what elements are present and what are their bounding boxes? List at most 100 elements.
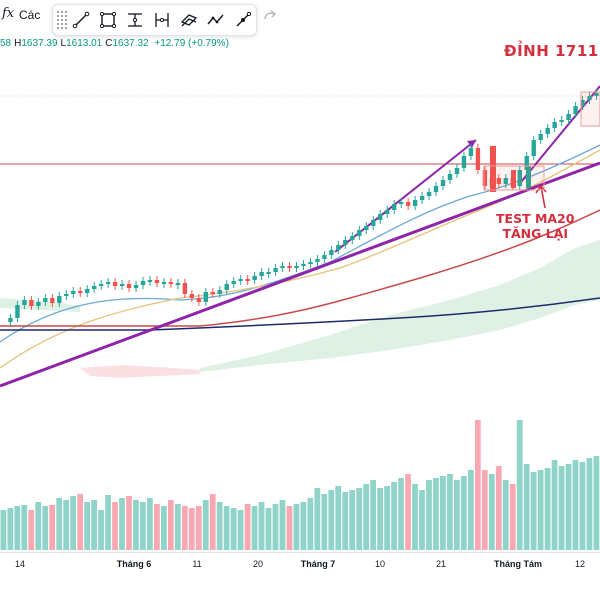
volume-bar (28, 510, 35, 550)
volume-bar (140, 502, 146, 550)
volume-bar (237, 510, 244, 550)
candle-body (36, 302, 41, 306)
candle-body (280, 266, 285, 268)
volume-bar (112, 502, 118, 550)
volume-bar (265, 508, 272, 550)
candle-body (15, 305, 20, 318)
candle-body (371, 220, 376, 226)
candle-body (203, 292, 209, 302)
top-bar: fx Các (0, 0, 290, 36)
volume-bar (153, 504, 160, 550)
candle-body (64, 294, 69, 296)
fx-icon[interactable]: fx (2, 6, 15, 21)
candle-body (419, 196, 425, 200)
path-icon[interactable] (202, 6, 229, 34)
open-value: 58 (0, 38, 12, 49)
time-tick-label: Tháng Tám (493, 559, 543, 569)
volume-bar (377, 488, 384, 550)
candle-body (182, 283, 188, 294)
volume-bar (495, 466, 502, 550)
candle-body (454, 168, 460, 174)
candle-body (538, 134, 543, 140)
test-ma20-annotation: TEST MA20 TĂNG LẠI (496, 211, 574, 241)
volume-bar (307, 498, 314, 550)
candle-body (468, 148, 474, 156)
rectangle-icon[interactable] (94, 6, 121, 34)
volume-bar (84, 502, 90, 550)
close-key: C (105, 38, 113, 49)
brush-icon[interactable] (175, 6, 202, 34)
candle-body (526, 166, 531, 188)
fib-retracement-icon[interactable] (121, 6, 148, 34)
candles (8, 89, 599, 326)
volume-bar (558, 466, 565, 550)
candle-body (594, 93, 599, 96)
candle-body (378, 214, 383, 220)
volume-bar (56, 498, 63, 550)
candle-body (587, 96, 592, 100)
candle-body (308, 262, 313, 264)
candle-body (475, 148, 481, 170)
volume-bar (77, 494, 84, 550)
volume-bar (314, 488, 321, 550)
highlight-boxes (483, 91, 600, 191)
candle-body (245, 279, 250, 281)
volume-bar (586, 458, 593, 550)
high-value: 1637.39 (21, 38, 58, 49)
candle-body (461, 156, 467, 168)
candle-body (22, 300, 27, 305)
volume-bar (133, 500, 139, 550)
volume-bar (105, 495, 111, 550)
volume-bar (223, 506, 230, 550)
candle-body (266, 272, 271, 274)
low-value: 1613.01 (66, 38, 103, 49)
candle-body (573, 106, 578, 114)
candle-body (350, 236, 355, 240)
highlight-box-test (483, 165, 545, 191)
anchored-line-icon[interactable] (229, 6, 256, 34)
candle-body (433, 186, 439, 192)
candle-body (336, 245, 341, 250)
indicators-label[interactable]: Các (19, 8, 41, 22)
candle-body (259, 272, 264, 276)
volume-bar (447, 474, 453, 550)
volume-bar (398, 478, 404, 550)
volume-bar (363, 484, 370, 550)
volume-bar (119, 498, 125, 550)
volume-bar (209, 494, 216, 550)
volume-bar (216, 502, 223, 550)
candle-body (168, 282, 174, 284)
candle-body (440, 180, 446, 186)
trend-line-icon[interactable] (68, 6, 95, 34)
redo-icon[interactable] (262, 8, 278, 24)
candle-body (496, 178, 502, 184)
drag-handle-icon[interactable] (56, 10, 68, 30)
candle-body (71, 291, 76, 294)
trend-line-main (0, 161, 600, 388)
volume-bar (502, 480, 509, 550)
volume-bar (419, 490, 425, 550)
volume-bar (42, 506, 49, 550)
volume-bar (7, 508, 14, 550)
volume-bar (412, 484, 418, 550)
ohlc-legend: 58 H1637.39 L1613.01 C1637.32 +12.79 (+0.79… (0, 38, 229, 49)
volume-bar (356, 488, 363, 550)
volume-bar (572, 460, 579, 550)
candle-body (287, 266, 292, 268)
volume-bar (14, 506, 21, 550)
time-tick-label: 12 (574, 559, 586, 569)
volume-bar (98, 510, 104, 550)
drawing-toolbar (52, 4, 257, 36)
candle-body (503, 178, 509, 184)
volume-bar (565, 464, 572, 550)
volume-bar (391, 482, 397, 550)
candle-body (133, 285, 139, 288)
time-axis[interactable]: 14 Tháng 6 11 20 Tháng 7 10 21 Tháng Tám 12 (0, 552, 600, 601)
measure-icon[interactable] (148, 6, 175, 34)
volume-bar (440, 476, 446, 550)
candle-body (580, 100, 585, 106)
candle-body (210, 292, 215, 294)
volume-bar (0, 510, 7, 550)
volume-bar (481, 470, 488, 550)
